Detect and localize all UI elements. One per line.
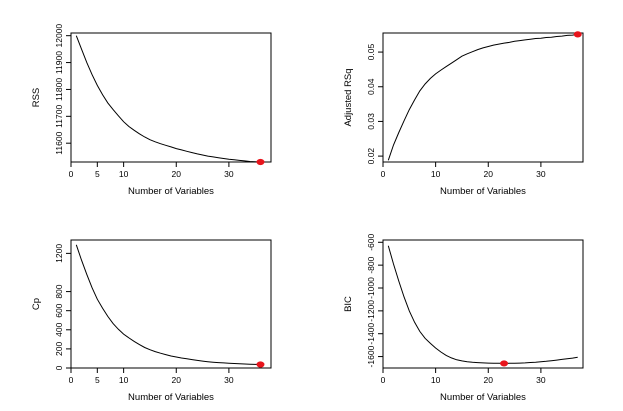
series-line-cp xyxy=(75,244,261,365)
x-axis: 0 10 20 30 xyxy=(381,368,546,385)
plot-frame xyxy=(382,239,584,369)
x-tick-label: 0 xyxy=(69,375,74,385)
chart-panel-bic: 0 10 20 30 -600 -800 -1000-1200-1400-1600 Numbe… xyxy=(343,234,584,403)
series-line-rss xyxy=(75,35,261,163)
series-line-bic xyxy=(387,245,578,364)
y-tick-label: -1400 xyxy=(366,323,376,345)
chart-panel-adjr2: 0 10 20 30 0.02 0.03 0.04 0.05 Number of Variabl… xyxy=(343,31,584,197)
x-tick-label: 30 xyxy=(224,375,234,385)
y-axis-title: BIC xyxy=(343,296,354,312)
y-tick-label: -1600 xyxy=(366,345,376,367)
y-tick-label: 800 xyxy=(54,284,64,298)
chart-panel-cp: 0 5 10 20 30 0 200 400 600 800 1200 Number of Varia… xyxy=(31,239,272,403)
y-axis: 0.02 0.03 0.04 0.05 xyxy=(366,44,383,165)
y-tick-label: -1000 xyxy=(366,277,376,299)
x-tick-label: 10 xyxy=(119,169,129,179)
x-axis-title: Number of Variables xyxy=(440,186,526,197)
optimum-point xyxy=(256,158,265,166)
y-axis: 11600 11700 11800 11900 12000 xyxy=(54,24,71,155)
chart-panel-rss: 0 5 10 20 30 11600 11700 11800 11900 12000 Number … xyxy=(31,24,272,197)
y-tick-label: 200 xyxy=(54,342,64,356)
x-tick-label: 5 xyxy=(95,375,100,385)
x-axis: 0 5 10 20 30 xyxy=(69,162,234,179)
optimum-point xyxy=(573,31,582,38)
x-axis: 0 5 10 20 30 xyxy=(69,368,234,385)
x-tick-label: 30 xyxy=(224,169,234,179)
x-tick-label: 20 xyxy=(484,375,494,385)
x-tick-label: 20 xyxy=(172,375,182,385)
x-tick-label: 10 xyxy=(431,375,441,385)
x-tick-label: 20 xyxy=(172,169,182,179)
plot-frame xyxy=(382,32,584,163)
x-tick-label: 5 xyxy=(95,169,100,179)
y-tick-label: 0.02 xyxy=(366,148,376,165)
y-tick-label: 1200 xyxy=(54,244,64,263)
x-tick-label: 0 xyxy=(381,169,386,179)
x-tick-label: 0 xyxy=(69,169,74,179)
y-tick-label: 0.04 xyxy=(366,78,376,95)
x-axis-title: Number of Variables xyxy=(128,392,214,403)
y-tick-label: 11700 xyxy=(54,105,64,128)
y-tick-label: 12000 xyxy=(54,24,64,48)
y-tick-label: 0 xyxy=(54,365,64,370)
x-axis-title: Number of Variables xyxy=(440,392,526,403)
y-axis: -600 -800 -1000-1200-1400-1600 xyxy=(366,234,383,367)
x-tick-label: 10 xyxy=(431,169,441,179)
x-axis-title: Number of Variables xyxy=(128,186,214,197)
optimum-point xyxy=(256,361,265,368)
y-tick-label: 400 xyxy=(54,322,64,336)
x-tick-label: 20 xyxy=(484,169,494,179)
plot-frame xyxy=(70,239,272,369)
x-axis: 0 10 20 30 xyxy=(381,162,546,179)
x-tick-label: 30 xyxy=(536,169,546,179)
y-tick-label: -800 xyxy=(366,256,376,273)
x-tick-label: 10 xyxy=(119,375,129,385)
y-tick-label: 0.05 xyxy=(366,44,376,61)
y-tick-label: 0.03 xyxy=(366,113,376,130)
y-axis-title: RSS xyxy=(31,88,42,108)
y-tick-label: -1200 xyxy=(366,300,376,322)
y-tick-label: 11900 xyxy=(54,51,64,74)
y-axis-title: Adjusted RSq xyxy=(343,68,354,126)
plot-frame xyxy=(70,32,272,163)
y-axis: 0 200 400 600 800 1200 xyxy=(54,244,71,370)
x-tick-label: 0 xyxy=(381,375,386,385)
optimum-point xyxy=(500,360,509,367)
y-tick-label: -600 xyxy=(366,234,376,251)
y-axis-title: Cp xyxy=(31,298,42,310)
y-tick-label: 600 xyxy=(54,303,64,317)
x-tick-label: 30 xyxy=(536,375,546,385)
y-tick-label: 11800 xyxy=(54,78,64,101)
series-line-adjr2 xyxy=(387,33,578,161)
y-tick-label: 11600 xyxy=(54,131,64,154)
